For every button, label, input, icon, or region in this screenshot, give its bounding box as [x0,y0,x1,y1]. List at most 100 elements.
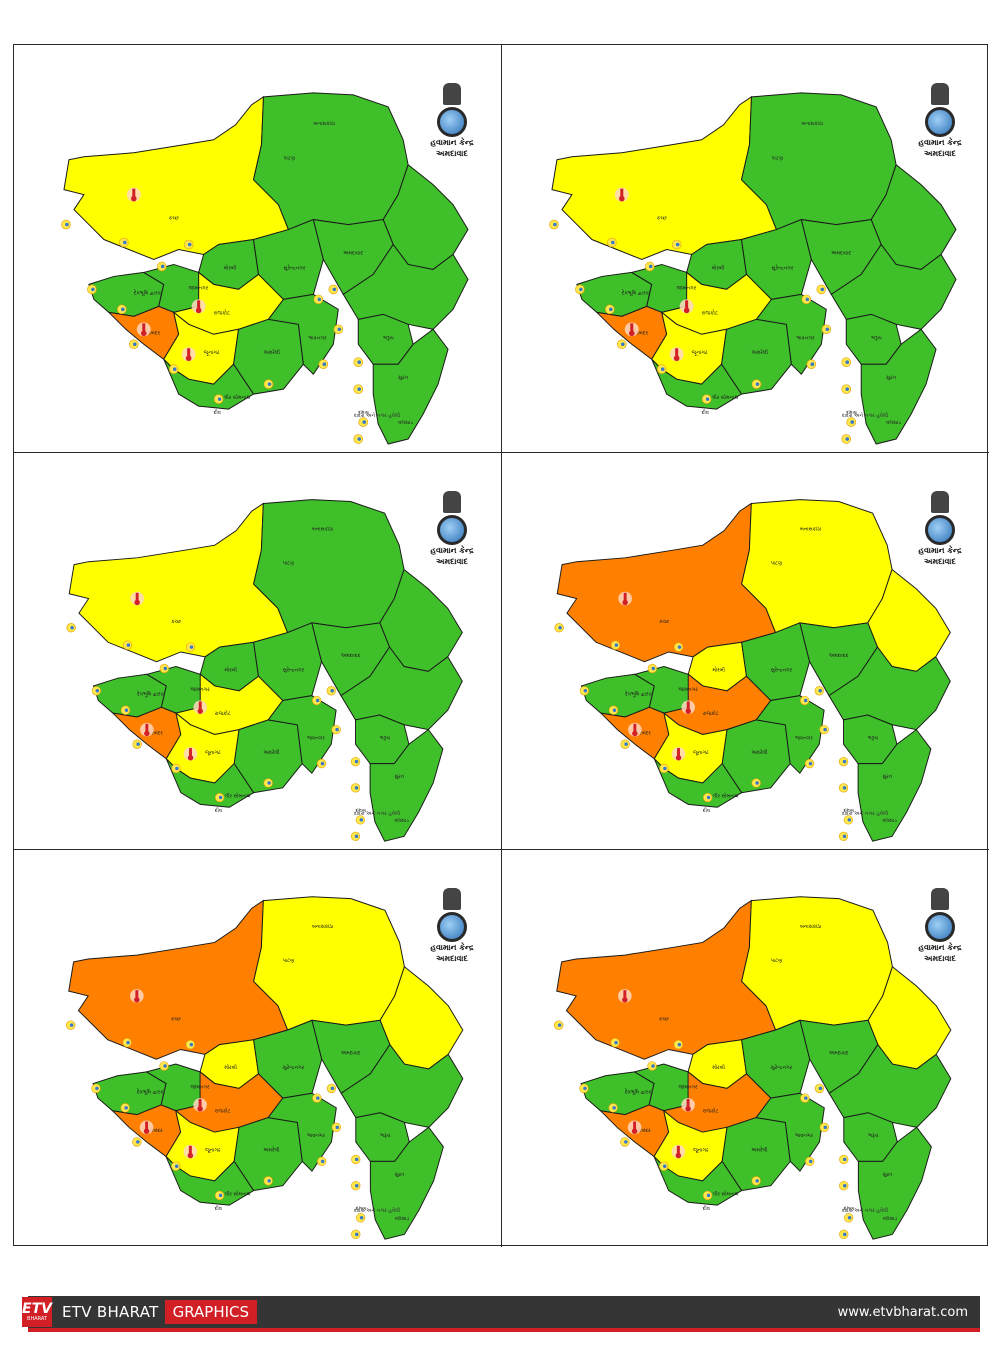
coastal-warning-icon [702,1190,713,1201]
district-label: મોરબી [712,264,725,271]
district-label: મોરબી [712,1064,725,1071]
district-label: કચ્છ [659,619,669,625]
coastal-warning-icon [814,686,824,696]
region-gir [165,758,255,808]
district-label: અમદાવાદ [343,250,363,256]
district-label: રાજકોટ [703,1108,719,1115]
district-label: પોરબંદર [632,329,649,336]
district-label: જૂનાગઢ [693,750,709,756]
logo-sub: BHARAT [27,1316,47,1322]
district-label: ગીર સોમનાથ [712,1190,738,1197]
district-label: ભરૂચ [380,1133,390,1139]
district-label: જૂનાગઢ [205,750,221,756]
district-label: દમણ [358,410,369,416]
coastal-warning-icon [610,640,621,650]
coastal-warning-icon [659,763,669,774]
coastal-warning-icon [816,284,827,295]
district-label: પોરબંદર [147,1127,163,1134]
region-bhavnagar [755,1092,825,1172]
emblem-line1: હવામાન કેન્દ્ર [430,943,474,952]
district-label: પોરબંદર [635,729,651,736]
district-label: પોરબંદર [635,1127,651,1134]
district-label: પાટણ [771,156,783,162]
district-label: અમદાવાદ [341,1050,361,1056]
lion-capital-icon [931,888,949,910]
emblem-line1: હવામાન કેન્દ્ર [918,138,962,147]
thermometer-icon [681,700,696,715]
coastal-warning-icon [66,623,76,633]
district-label: બનાસકાંઠા [312,923,333,930]
district-label: દમણ [846,410,857,416]
coastal-warning-icon [839,1154,849,1165]
coastal-warning-icon [673,642,684,652]
coastal-warning-icon [331,724,341,735]
region-south [857,1126,932,1240]
thermometer-icon [618,989,632,1003]
district-label: દેવભૂમિ દ્વારકા [621,289,651,296]
district-label: અમરેલી [751,1147,768,1154]
district-label: દીવ [215,1205,222,1212]
district-label: જામનગર [677,285,697,291]
coastal-warning-icon [814,1083,825,1094]
emblem-line1: હવામાન કેન્દ્ર [918,546,962,555]
thermometer-icon [624,322,639,337]
district-label: જામનગર [190,1084,210,1090]
coastal-warning-icon [129,339,139,350]
emblem-line1: હવામાન કેન્દ્ર [430,138,474,147]
lion-capital-icon [931,491,949,513]
coastal-warning-icon [120,1103,130,1113]
coastal-warning-icon [647,1061,657,1071]
district-label: દમણ [356,1206,367,1212]
district-label: સુરત [394,774,404,780]
coastal-warning-icon [66,1020,76,1030]
coastal-warning-icon [333,324,344,335]
coastal-warning-icon [659,1161,669,1171]
district-label: સુરેન્દ્રનગર [771,264,793,271]
district-label: મોરબી [224,666,237,673]
coastal-warning-icon [579,686,590,696]
lion-capital-icon [443,83,461,105]
coastal-warning-icon [317,1156,327,1167]
district-label: બનાસકાંઠા [313,120,336,127]
coastal-warning-icon [171,763,181,774]
district-label: દેવભૂમિ દ્વારકા [133,289,163,296]
district-label: બનાસકાંઠા [800,527,821,533]
website-link[interactable]: www.etvbharat.com [837,1304,968,1320]
coastal-warning-icon [805,1156,815,1167]
emblem-line1: હવામાન કેન્દ્ર [430,546,474,555]
district-label: બનાસકાંઠા [801,120,824,127]
gujarat-heatwave-map: કચ્છ બનાસકાંઠા પાટણ મોરબી સુરેન્દ્રનગર અમદાવા… [61,92,469,445]
coastal-warning-icon [605,304,615,315]
region-gir [165,1156,255,1206]
emblem-line2: અમદાવાદ [924,557,956,566]
district-label: કચ્છ [169,216,179,222]
lion-capital-icon [443,888,461,910]
coastal-warning-icon [185,642,196,652]
coastal-warning-icon [841,434,852,444]
coastal-warning-icon [263,1176,273,1186]
coastal-warning-icon [751,379,762,389]
coastal-warning-icon [549,219,559,230]
district-label: અમદાવાદ [829,1050,849,1056]
coastal-warning-icon [607,237,617,248]
district-label: સુરેન્દ્રનગર [283,666,305,673]
globe-icon [925,515,955,545]
coastal-warning-icon [554,1020,564,1030]
district-label: મોરબી [224,264,237,271]
region-south [369,728,444,842]
coastal-warning-icon [800,695,810,706]
district-label: રાજકોટ [702,309,718,316]
coastal-warning-icon [331,1122,341,1132]
coastal-warning-icon [326,686,336,696]
coastal-warning-icon [819,724,829,735]
district-label: કચ્છ [657,216,667,222]
district-label: પોરબંદર [144,329,161,336]
district-label: દમણ [356,808,367,814]
district-label: પાટણ [283,156,295,162]
region-south [860,328,937,445]
thermometer-icon [671,747,686,761]
district-label: ગીર સોમનાથ [224,793,250,800]
logo-mark: ETV [22,1301,52,1317]
coastal-warning-icon [263,379,274,389]
emblem-line2: અમદાવાદ [924,954,956,963]
